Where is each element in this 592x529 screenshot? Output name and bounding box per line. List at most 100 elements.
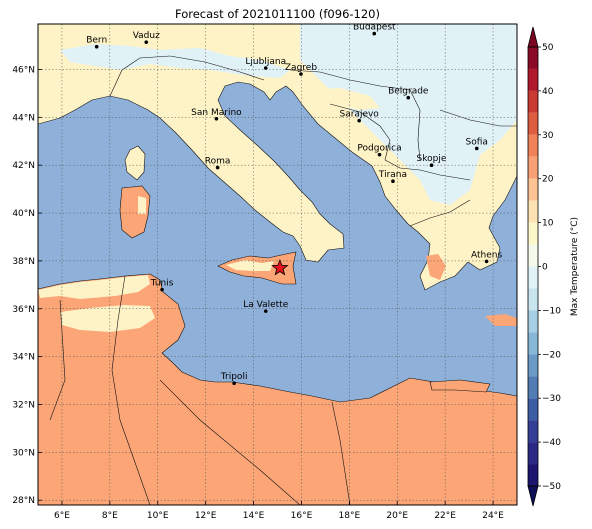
colorbar-band xyxy=(528,310,538,333)
colorbar-band xyxy=(528,47,538,69)
city-label: La Valette xyxy=(243,300,288,310)
colorbar-tick-label: 20 xyxy=(542,175,554,185)
colorbar-band xyxy=(528,376,538,399)
colorbar-tick-label: 10 xyxy=(542,219,554,229)
lat-tick-label: 32°N xyxy=(12,400,35,410)
colorbar-tick-label: 0 xyxy=(542,263,548,273)
map-title: Forecast of 2021011100 (f096-120) xyxy=(175,7,380,21)
city-label: Sofia xyxy=(466,137,488,147)
colorbar-tick-label: −20 xyxy=(542,350,561,360)
city-label: Athens xyxy=(471,250,502,260)
lon-tick-label: 20°E xyxy=(386,511,408,521)
city-dot xyxy=(215,165,220,170)
graticule xyxy=(38,24,517,505)
alpine-cool-area xyxy=(60,44,290,78)
lon-tick-label: 10°E xyxy=(147,511,169,521)
colorbar-tick-label: 30 xyxy=(542,131,554,141)
lon-tick-label: 22°E xyxy=(434,511,456,521)
colorbar-band xyxy=(528,332,538,355)
lon-tick-label: 24°E xyxy=(482,511,504,521)
lon-tick-label: 8°E xyxy=(102,511,118,521)
map-frame xyxy=(37,23,518,506)
colorbar-tick-label: −40 xyxy=(542,438,561,448)
city-label: San Marino xyxy=(191,108,242,118)
lat-tick-label: 40°N xyxy=(12,209,35,219)
country-borders xyxy=(49,55,517,505)
colorbar-tick-label: −30 xyxy=(542,394,561,404)
colorbar-extend-min xyxy=(527,485,539,507)
colorbar-extend-max xyxy=(527,26,539,48)
colorbar-band xyxy=(528,178,538,201)
city-dot xyxy=(94,44,99,49)
sardinia-mild-area xyxy=(138,196,146,214)
colorbar-band xyxy=(528,442,538,465)
colorbar-band xyxy=(528,420,538,443)
city-label: Zagreb xyxy=(285,63,317,73)
city-dot xyxy=(357,118,361,123)
colorbar-tick-label: −50 xyxy=(542,482,561,492)
colorbar: 50 40 30 20 10 0 −10 −20 −30 −40 −50 Max Temperatur… xyxy=(527,26,580,507)
lat-tick-label: 36°N xyxy=(12,305,35,315)
city-label: Tunis xyxy=(150,279,174,289)
city-dot xyxy=(144,40,149,44)
colorbar-band xyxy=(528,244,538,267)
colorbar-tick-label: −10 xyxy=(542,306,561,316)
city-dot xyxy=(391,179,395,184)
city-label: Skopje xyxy=(417,154,447,164)
city-label: Tripoli xyxy=(220,372,248,382)
lat-tick-label: 34°N xyxy=(12,353,35,363)
lon-tick-label: 18°E xyxy=(339,511,361,521)
city-dot xyxy=(474,146,479,151)
lon-tick-label: 6°E xyxy=(54,511,70,521)
colorbar-band xyxy=(528,222,538,245)
colorbar-band xyxy=(528,90,538,113)
city-dot xyxy=(429,163,434,167)
city-label: Bern xyxy=(86,36,107,46)
colorbar-band xyxy=(528,68,538,91)
city-label: Budapest xyxy=(353,23,396,33)
colorbar-band xyxy=(528,398,538,421)
city-dot xyxy=(214,116,219,121)
city-label: Vaduz xyxy=(133,31,160,41)
lat-tick-label: 42°N xyxy=(12,161,35,171)
adriatic-coast-area xyxy=(300,88,380,110)
city-label: Ljubljana xyxy=(245,57,286,67)
city-label: Podgorica xyxy=(357,144,401,154)
map-axes: 6°E 8°E 10°E 12°E 14°E 16°E 18°E 20°E 22°E 24°E 28… xyxy=(12,65,504,521)
lat-tick-label: 46°N xyxy=(12,65,35,75)
city-dot xyxy=(299,72,303,76)
city-label: Belgrade xyxy=(388,87,429,97)
city-dot xyxy=(484,259,489,264)
location-star-icon xyxy=(271,258,289,276)
city-dot xyxy=(232,381,236,385)
colorbar-band xyxy=(528,200,538,223)
lat-tick-label: 30°N xyxy=(12,448,35,458)
city-dot xyxy=(377,152,382,157)
tunisia-mild-area xyxy=(60,305,155,332)
colorbar-band xyxy=(528,464,538,486)
city-label: Sarajevo xyxy=(340,110,380,120)
colorbar-tick-label: 50 xyxy=(542,43,554,53)
lat-tick-label: 44°N xyxy=(12,113,35,123)
city-label: Tirana xyxy=(378,170,407,180)
colorbar-label: Max Temperature (°C) xyxy=(570,217,580,316)
colorbar-band xyxy=(528,266,538,289)
colorbar-band xyxy=(528,288,538,311)
city-label: Roma xyxy=(205,157,231,167)
sicily-mild-area xyxy=(226,260,274,271)
lon-tick-label: 16°E xyxy=(291,511,313,521)
city-dot xyxy=(406,95,411,100)
lon-tick-label: 14°E xyxy=(243,511,265,521)
city-dot xyxy=(372,31,377,36)
city-dot xyxy=(160,287,164,292)
colorbar-tick-label: 40 xyxy=(542,87,554,97)
colorbar-band xyxy=(528,134,538,157)
colorbar-band xyxy=(528,112,538,135)
lat-tick-label: 38°N xyxy=(12,257,35,267)
lon-tick-label: 12°E xyxy=(195,511,217,521)
lat-tick-label: 28°N xyxy=(12,496,35,506)
city-dot xyxy=(263,309,268,313)
